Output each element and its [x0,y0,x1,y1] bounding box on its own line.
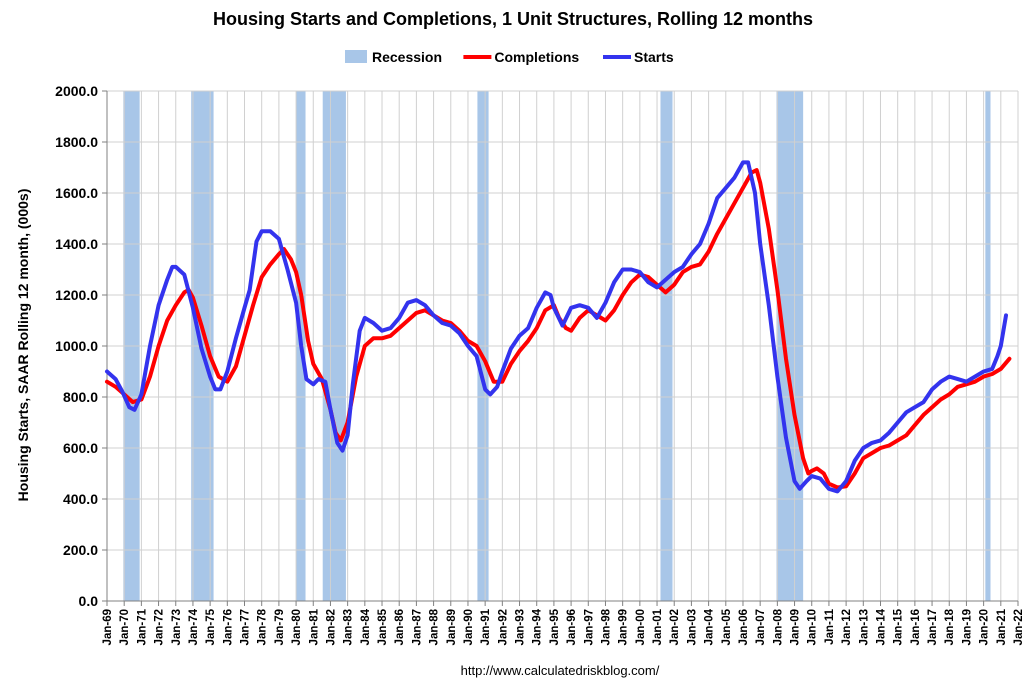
x-tick-label: Jan-17 [927,609,939,645]
x-tick-label: Jan-91 [480,608,492,645]
x-tick-label: Jan-81 [308,608,320,645]
x-tick-label: Jan-80 [291,609,303,645]
x-tick-label: Jan-98 [600,608,612,645]
x-tick-label: Jan-20 [979,609,991,645]
legend-label-completions: Completions [494,49,579,65]
x-tick-label: Jan-21 [996,608,1008,645]
x-tick-label: Jan-09 [790,609,802,645]
x-tick-label: Jan-08 [772,608,784,645]
source-url: http://www.calculatedriskblog.com/ [461,663,660,678]
chart-title: Housing Starts and Completions, 1 Unit S… [213,9,813,29]
x-tick-label: Jan-19 [961,609,973,645]
x-tick-label: Jan-00 [635,609,647,645]
legend-label-recession: Recession [372,49,442,65]
x-tick-label: Jan-82 [325,609,337,645]
x-tick-label: Jan-88 [429,608,441,645]
x-tick-label: Jan-07 [755,609,767,645]
chart-legend: Recession Completions Starts [345,49,674,65]
y-tick-label: 800.0 [63,389,98,405]
x-tick-label: Jan-93 [515,609,527,645]
x-tick-label: Jan-22 [1013,609,1025,645]
x-tick-label: Jan-90 [463,609,475,645]
x-tick-label: Jan-85 [377,608,389,645]
x-tick-label: Jan-95 [549,608,561,645]
x-tick-label: Jan-71 [136,608,148,645]
x-tick-label: Jan-16 [910,609,922,645]
x-tick-label: Jan-83 [343,609,355,645]
x-tick-label: Jan-69 [102,609,114,645]
x-tick-label: Jan-79 [274,609,286,645]
series-line-starts [105,160,1008,494]
x-tick-label: Jan-14 [875,608,887,645]
x-tick-label: Jan-75 [205,608,217,645]
x-tick-label: Jan-94 [532,608,544,645]
y-tick-label: 600.0 [63,440,98,456]
x-tick-label: Jan-78 [257,608,269,645]
x-tick-label: Jan-74 [188,608,200,645]
x-tick-label: Jan-99 [618,609,630,645]
x-tick-label: Jan-92 [497,609,509,645]
y-tick-label: 1400.0 [55,236,98,252]
y-tick-label: 1000.0 [55,338,98,354]
x-tick-label: Jan-11 [824,608,836,644]
series-line-completions [105,168,1012,490]
y-tick-label: 0.0 [79,593,99,609]
x-tick-label: Jan-06 [738,609,750,645]
legend-label-starts: Starts [634,49,674,65]
x-tick-labels: Jan-69 Jan-70 Jan-71 Jan-72 Jan-73 Jan-74 Jan-… [102,608,1025,645]
y-tick-label: 1800.0 [55,134,98,150]
x-tick-label: Jan-04 [704,608,716,645]
x-tick-label: Jan-87 [411,609,423,645]
y-tick-label: 1600.0 [55,185,98,201]
x-tick-label: Jan-77 [240,609,252,645]
x-tick-label: Jan-13 [858,609,870,645]
x-tick-label: Jan-10 [807,609,819,645]
x-tick-label: Jan-18 [944,608,956,645]
x-tick-label: Jan-73 [171,609,183,645]
series-lines [105,160,1012,494]
x-tick-label: Jan-97 [583,609,595,645]
x-tick-label: Jan-72 [154,609,166,645]
legend-swatch-recession [345,50,367,63]
y-tick-label: 400.0 [63,491,98,507]
x-tick-label: Jan-15 [893,608,905,645]
grid-lines [106,90,1019,602]
x-tick-label: Jan-89 [446,609,458,645]
x-tick-label: Jan-01 [652,608,664,645]
y-tick-label: 1200.0 [55,287,98,303]
x-tick-label: Jan-76 [222,609,234,645]
y-tick-label: 200.0 [63,542,98,558]
x-tick-label: Jan-03 [686,609,698,645]
x-tick-label: Jan-70 [119,609,131,645]
x-tick-label: Jan-02 [669,609,681,645]
x-tick-label: Jan-12 [841,609,853,645]
x-tick-label: Jan-05 [721,608,733,645]
y-tick-label: 2000.0 [55,83,98,99]
x-tick-label: Jan-84 [360,608,372,645]
y-axis-label: Housing Starts, SAAR Rolling 12 month, (… [15,189,31,502]
y-tick-labels: 0.0 200.0 400.0 600.0 800.0 1000.0 1200.0 1400.… [55,83,98,609]
x-tick-label: Jan-96 [566,609,578,645]
x-tick-label: Jan-86 [394,609,406,645]
axes [102,90,1019,606]
